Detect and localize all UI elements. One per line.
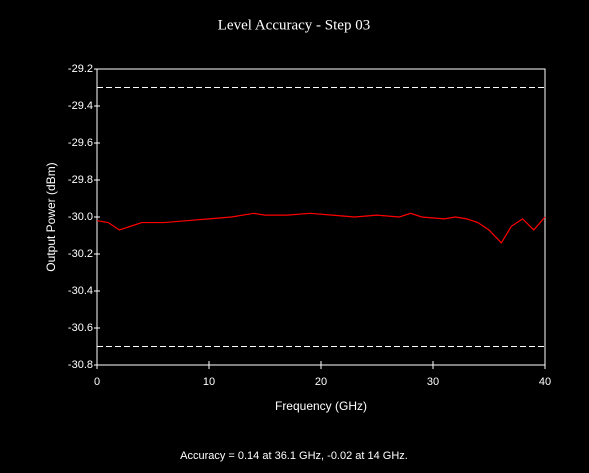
y-tick-label: -30.4 bbox=[68, 285, 93, 297]
y-tick-label: -29.8 bbox=[68, 174, 93, 186]
y-tick-label: -29.4 bbox=[68, 100, 93, 112]
y-tick-label: -30.8 bbox=[68, 359, 93, 371]
x-tick-label: 20 bbox=[315, 376, 327, 388]
x-tick-label: 10 bbox=[203, 376, 215, 388]
x-axis-title: Frequency (GHz) bbox=[275, 399, 367, 413]
y-axis-title: Output Power (dBm) bbox=[44, 162, 58, 271]
x-tick-label: 40 bbox=[539, 376, 551, 388]
y-tick-label: -30.2 bbox=[68, 248, 93, 260]
y-tick-label: -30.6 bbox=[68, 322, 93, 334]
y-tick-label: -30.0 bbox=[68, 211, 93, 223]
data-line bbox=[96, 212, 546, 244]
y-tick-label: -29.2 bbox=[68, 63, 93, 75]
plot-frame bbox=[96, 68, 546, 366]
annotation: Accuracy = 0.14 at 36.1 GHz, -0.02 at 14… bbox=[180, 450, 408, 462]
x-tick-label: 30 bbox=[427, 376, 439, 388]
x-tick-label: 0 bbox=[94, 376, 100, 388]
y-tick-label: -29.6 bbox=[68, 137, 93, 149]
chart-title: Level Accuracy - Step 03 bbox=[218, 17, 370, 33]
